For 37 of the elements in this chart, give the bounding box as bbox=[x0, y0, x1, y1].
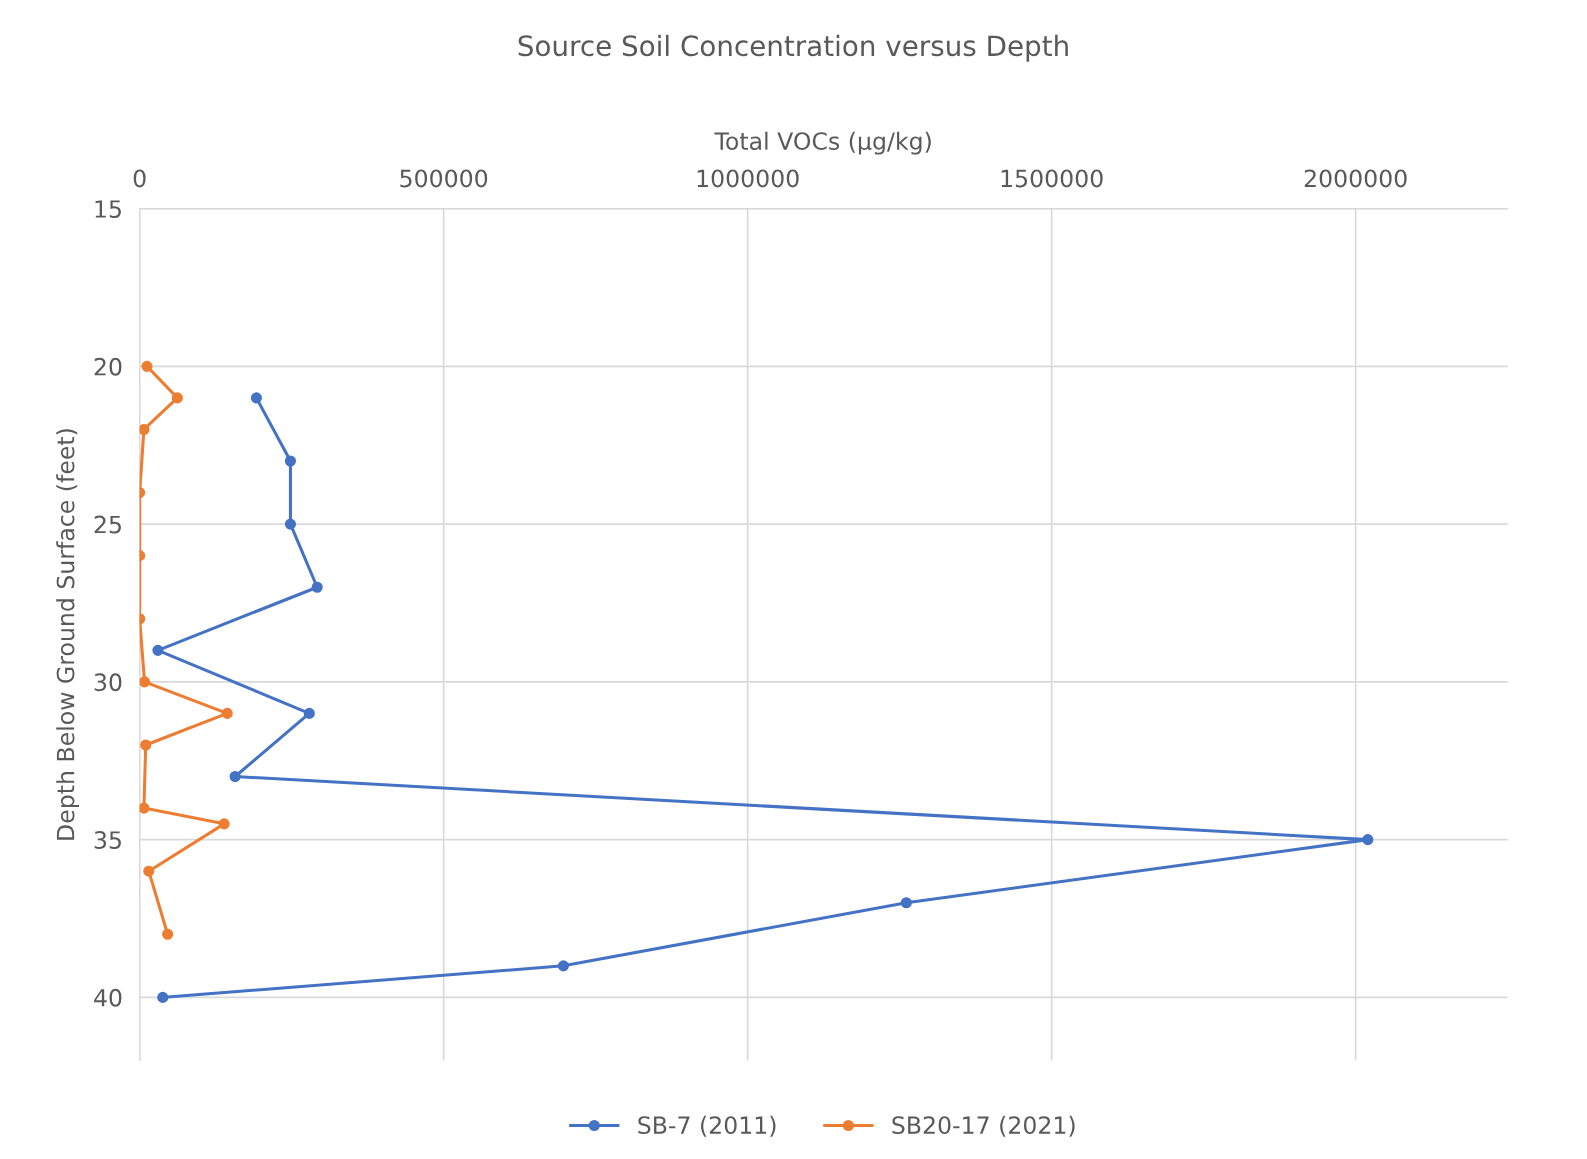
y-tick-label: 15 bbox=[95, 200, 121, 218]
y-axis-title: Depth Below Ground Surface (feet) bbox=[56, 429, 80, 840]
point bbox=[311, 581, 323, 593]
legend-label: SB20-17 (2021) bbox=[892, 1115, 1075, 1137]
point bbox=[250, 392, 262, 404]
point bbox=[140, 739, 152, 751]
legend-label: SB-7 (2011) bbox=[638, 1115, 776, 1137]
point bbox=[1362, 834, 1374, 846]
x-tick-label: 2000000 bbox=[1304, 169, 1407, 188]
y-tick-label: 35 bbox=[94, 831, 121, 849]
x-tick-label: 1500000 bbox=[1001, 169, 1103, 188]
point bbox=[171, 392, 183, 404]
point bbox=[284, 455, 296, 467]
y-tick-label: 20 bbox=[94, 357, 122, 376]
x-axis-title: Total VOCs (µg/kg) bbox=[714, 131, 931, 155]
point bbox=[218, 818, 230, 830]
point bbox=[139, 676, 151, 688]
point bbox=[141, 360, 153, 372]
y-tick-label: 30 bbox=[94, 673, 122, 692]
point bbox=[229, 770, 241, 783]
point bbox=[143, 865, 155, 877]
point bbox=[139, 423, 150, 436]
point bbox=[557, 960, 569, 972]
y-tick-label: 25 bbox=[94, 515, 121, 534]
point bbox=[284, 518, 296, 530]
x-tick-label: 0 bbox=[133, 169, 146, 188]
chart-title: Source Soil Concentration versus Depth bbox=[518, 34, 1068, 62]
point bbox=[303, 707, 315, 719]
point bbox=[139, 802, 150, 814]
x-tick-label: 500000 bbox=[400, 169, 488, 188]
y-tick-label: 40 bbox=[94, 988, 122, 1007]
point bbox=[221, 707, 233, 719]
point bbox=[900, 897, 912, 909]
point bbox=[157, 991, 169, 1003]
point bbox=[152, 644, 164, 656]
x-tick-label: 1000000 bbox=[697, 169, 799, 188]
point bbox=[162, 928, 174, 940]
